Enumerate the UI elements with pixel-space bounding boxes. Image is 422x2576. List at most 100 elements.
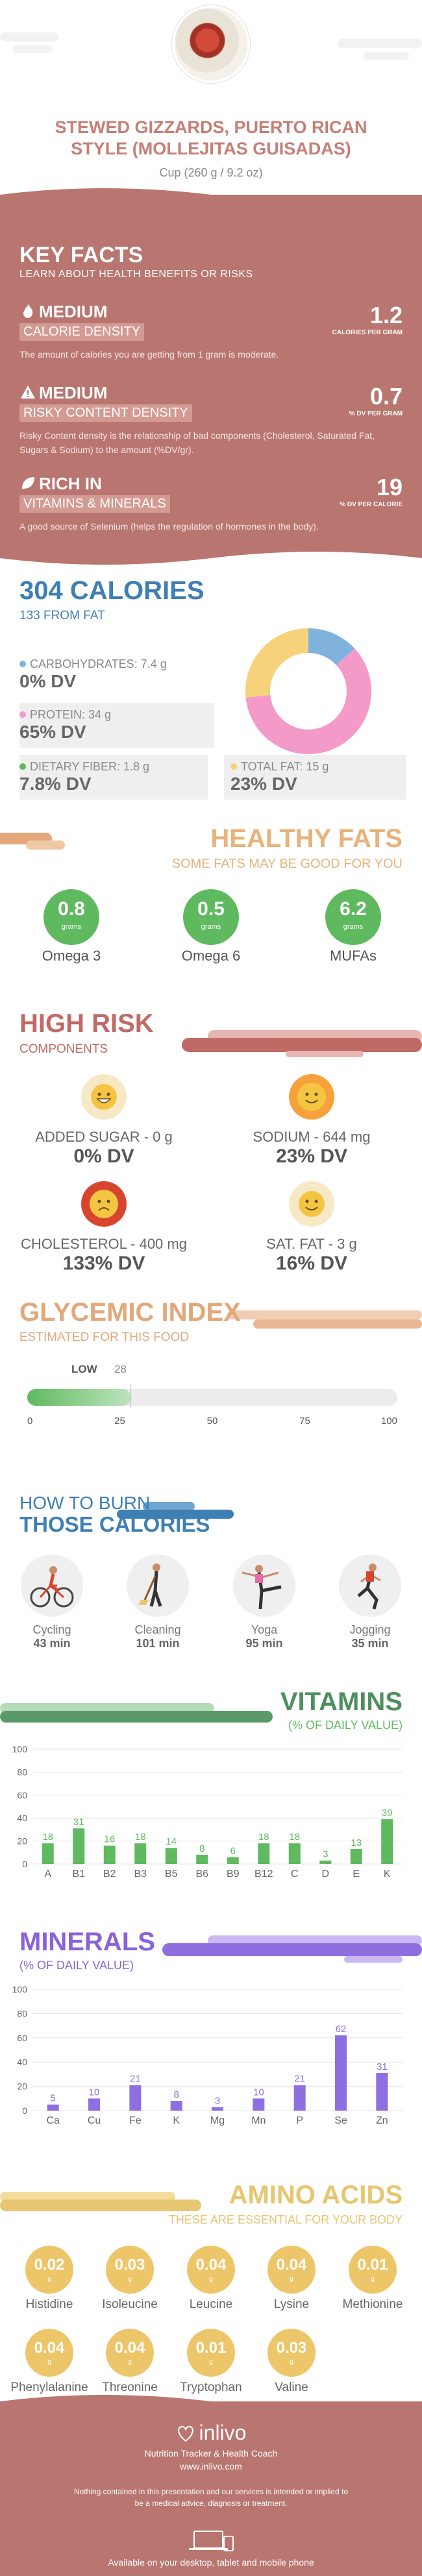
valine-label: Valine [275,2381,308,2394]
fiber-dv: 7.8% DV [19,774,92,794]
unit-label: g [209,2275,213,2283]
high-risk-section: HIGH RISK COMPONENTS ADDED SUGAR - 0 g 0… [0,1000,422,1274]
food-image [172,5,250,83]
lysine-value: 0.04 [276,2256,307,2274]
vitamins-title: VITAMINS [280,1687,403,1716]
cleaning-icon [127,1554,189,1617]
risk-decor [182,1030,422,1057]
bar-B1 [73,1828,85,1864]
fact-value: 1.2 [369,302,403,328]
x-tick-label: K [173,2115,180,2126]
header-decor [0,32,422,60]
x-tick-label: D [321,1869,329,1880]
sodium-dv: 23% DV [275,1146,348,1167]
cycling-minutes: 43 min [33,1637,71,1650]
bar-Zn [376,2073,388,2111]
key-facts-title: KEY FACTS [19,243,143,267]
tryptophan-value: 0.01 [195,2339,227,2357]
vitamins-decor [0,1703,273,1723]
fiber-label: DIETARY FIBER: 1.8 g [30,760,150,773]
bar-Cu [88,2098,100,2111]
x-tick-label: B3 [134,1869,147,1880]
methionine-value: 0.01 [357,2256,388,2274]
threonine-item: 0.04 g Threonine [90,2329,170,2395]
protein-label: PROTEIN: 34 g [30,708,112,721]
bar-Se [335,2035,347,2111]
fact-category: VITAMINS & MINERALS [19,495,170,513]
added-sugar-item: ADDED SUGAR - 0 g 0% DV [6,1074,201,1168]
y-tick-label: 40 [17,2057,27,2067]
bar-value-label: 10 [89,2087,100,2098]
risky-content-fact: MEDIUM RISKY CONTENT DENSITY 0.7 % DV PE… [19,383,403,457]
cleaning-activity: Cleaning 101 min [112,1554,203,1650]
fact-unit: CALORIES PER GRAM [332,329,403,336]
glycemic-subtitle: ESTIMATED FOR THIS FOOD [19,1331,190,1344]
threonine-badge: 0.04 g [106,2329,154,2377]
protein-dv: 65% DV [19,722,86,742]
high-risk-subtitle: COMPONENTS [19,1042,108,1056]
unit-label: g [290,2275,293,2283]
happy-face-icon [81,1074,127,1120]
amino-acids-section: AMINO ACIDS THESE ARE ESSENTIAL FOR YOUR… [0,2168,422,2395]
bar-value-label: 8 [199,1843,205,1854]
x-tick-label: B6 [195,1869,208,1880]
x-tick-label: K [384,1869,391,1880]
valine-badge: 0.03 g [267,2329,316,2377]
added-sugar-label: ADDED SUGAR - 0 g [35,1129,173,1145]
bar-value-label: 18 [42,1832,53,1843]
warning-icon [19,384,36,400]
leucine-item: 0.04 g Leucine [171,2246,251,2312]
threonine-label: Threonine [102,2381,158,2394]
x-tick-label: Ca [46,2115,60,2126]
donut-slice-protein [245,648,371,754]
footer-disclaimer: Nothing contained in this presentation a… [73,2487,349,2508]
footer-url[interactable]: www.inlivo.com [180,2461,242,2472]
footer-tagline: Nutrition Tracker & Health Coach [144,2448,278,2459]
bar-value-label: 10 [253,2087,264,2098]
high-risk-title: HIGH RISK [19,1009,154,1038]
footer-brand[interactable]: inlivo [0,2421,422,2447]
y-tick-label: 100 [12,1984,28,1994]
fiber-dot [19,763,26,770]
burn-title-line1: HOW TO BURN [19,1493,151,1513]
phenylalanine-badge: 0.04 g [25,2329,73,2377]
fact-level: MEDIUM [39,302,108,321]
healthy-fats-section: HEALTHY FATS SOME FATS MAY BE GOOD FOR Y… [0,818,422,974]
glycemic-decor [227,1310,422,1329]
isoleucine-item: 0.03 g Isoleucine [90,2246,170,2312]
burn-decor [117,1502,234,1519]
histidine-item: 0.02 g Histidine [9,2246,90,2312]
x-tick-label: B12 [254,1869,273,1880]
amino-title: AMINO ACIDS [229,2181,403,2209]
cycling-icon [21,1554,83,1617]
fact-description: Risky Content density is the relationshi… [19,430,375,455]
healthy-fats-subtitle: SOME FATS MAY BE GOOD FOR YOU [171,857,403,871]
unit-label: g [47,2275,51,2283]
calories-from-fat: 133 FROM FAT [19,609,105,622]
bar-value-label: 18 [258,1832,269,1843]
cycling-label: Cycling [32,1623,71,1636]
glycemic-level: LOW [71,1363,97,1375]
yoga-activity: Yoga 95 min [219,1554,310,1650]
x-tick-label: P [296,2115,303,2126]
mufas-badge: 6.2 grams [325,889,381,945]
y-tick-label: 80 [17,1767,27,1777]
unit-label: g [371,2275,375,2283]
fats-decor [0,833,65,850]
leucine-badge: 0.04 g [187,2246,235,2294]
bar-B12 [258,1843,270,1864]
smile-face-icon [289,1074,334,1120]
fiber-stat: DIETARY FIBER: 1.8 g 7.8% DV [19,755,208,800]
bar-P [293,2085,306,2111]
glycemic-scale: 0 25 50 75 100 [27,1384,397,1427]
bar-value-label: 31 [73,1817,84,1828]
mufas-item: 6.2 grams MUFAs [308,889,399,964]
cholesterol-dv: 133% DV [62,1253,145,1274]
mufas-value: 6.2 [340,898,367,920]
bar-value-label: 6 [230,1845,236,1856]
leucine-label: Leucine [189,2298,233,2311]
unit-label: grams [61,923,82,931]
macros-donut-chart [245,628,371,754]
bar-value-label: 39 [382,1808,393,1819]
yoga-minutes: 95 min [245,1637,283,1650]
